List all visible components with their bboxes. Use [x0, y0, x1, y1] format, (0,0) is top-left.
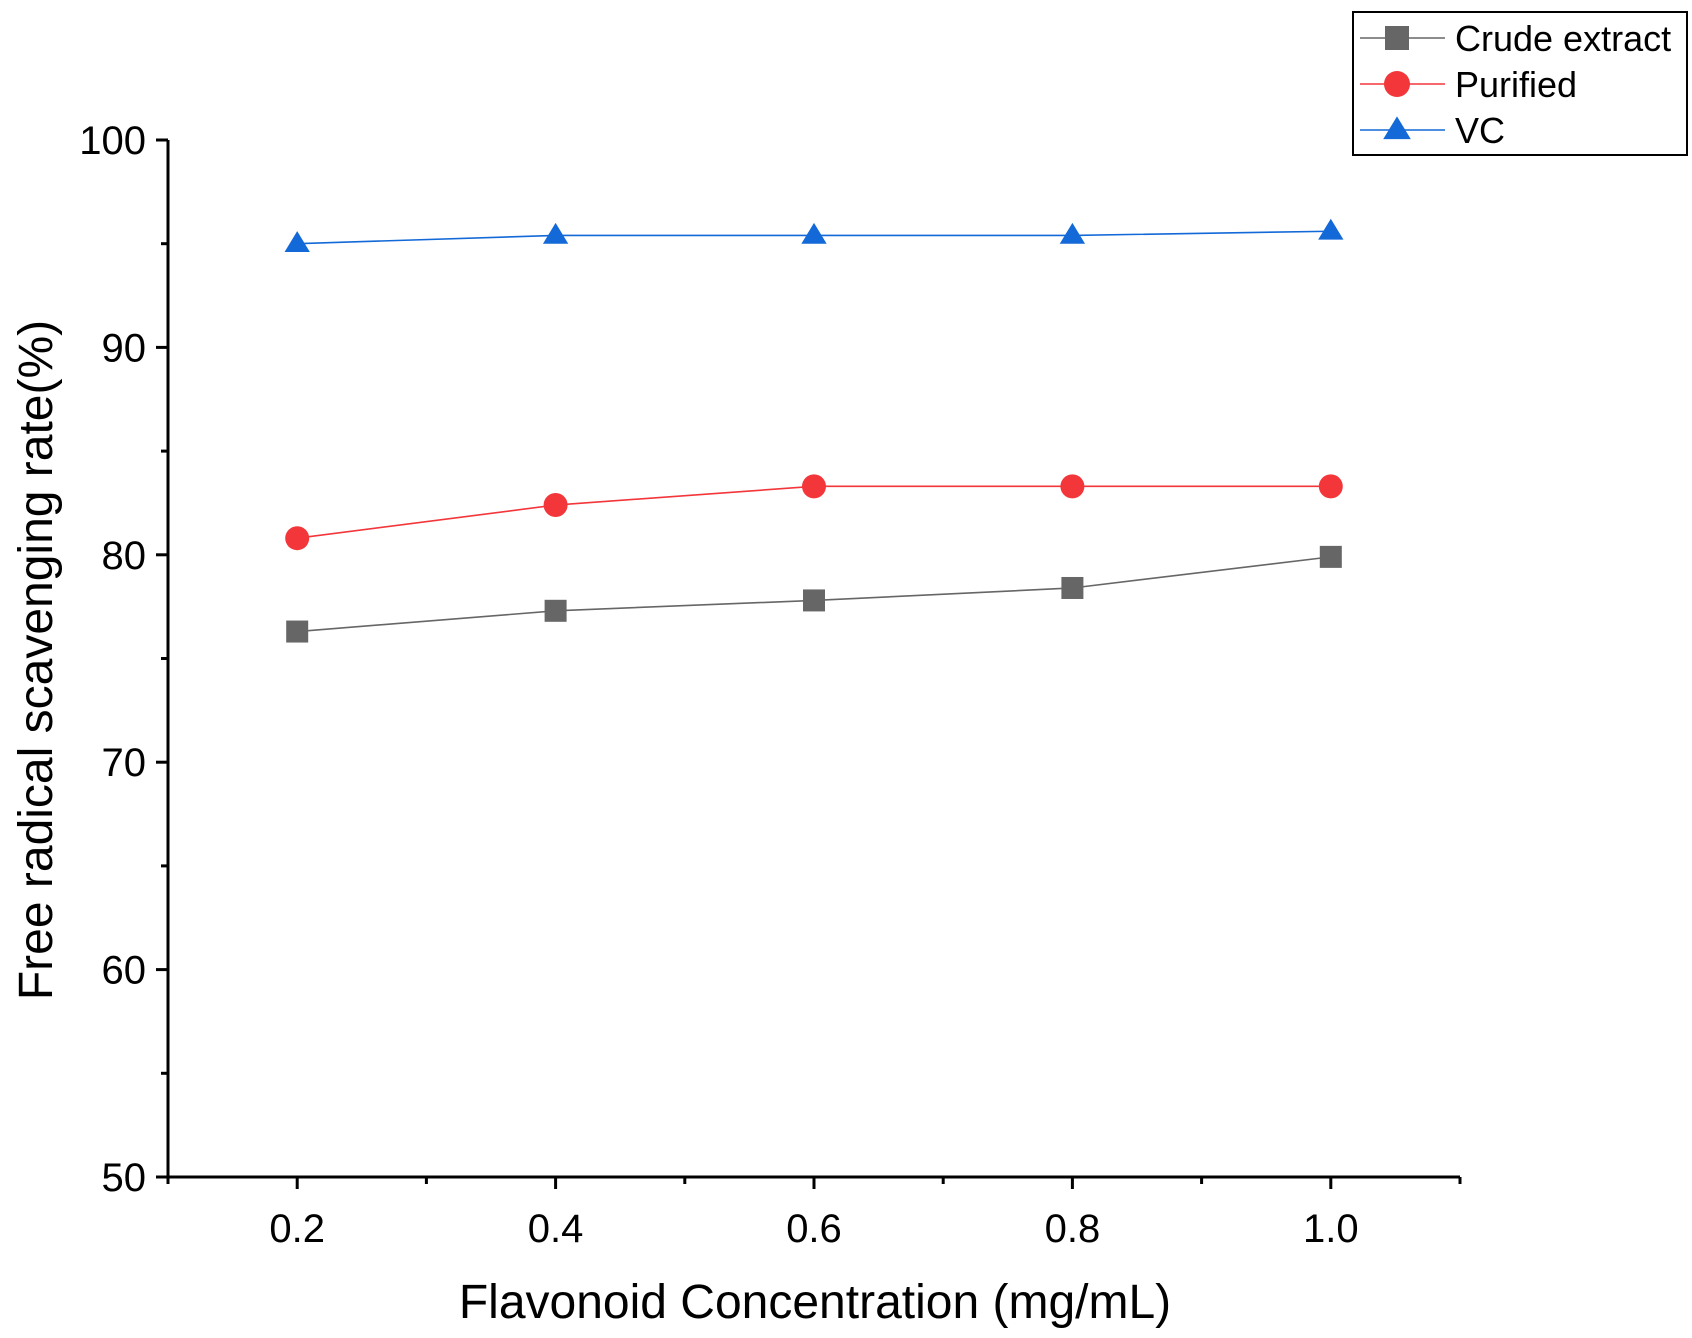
- circle-marker: [1318, 474, 1343, 499]
- series-crude-extract: [286, 545, 1342, 643]
- legend-label: VC: [1455, 110, 1505, 151]
- triangle-marker: [1059, 222, 1086, 244]
- series-layer: [284, 218, 1344, 643]
- square-marker: [1319, 545, 1342, 568]
- y-tick-label: 80: [102, 534, 147, 578]
- x-tick-label: 0.4: [528, 1207, 584, 1251]
- triangle-marker: [801, 222, 827, 244]
- circle-marker: [1384, 71, 1410, 97]
- triangle-marker: [284, 231, 310, 253]
- circle-marker: [802, 474, 826, 499]
- legend-item: VC: [1360, 110, 1505, 151]
- square-marker: [1061, 576, 1084, 599]
- y-tick-label: 70: [102, 741, 147, 785]
- x-tick-label: 0.2: [269, 1207, 325, 1251]
- x-tick-label: 0.8: [1045, 1207, 1101, 1251]
- y-tick-label: 60: [102, 949, 147, 993]
- legend-label: Purified: [1455, 64, 1577, 105]
- y-tick-label: 50: [102, 1156, 147, 1200]
- square-marker: [286, 620, 309, 643]
- x-tick-label: 0.6: [786, 1207, 842, 1251]
- y-tick-label: 90: [102, 326, 147, 370]
- series-purified: [285, 474, 1343, 551]
- square-marker: [803, 589, 825, 612]
- plot-area: 50 60 70 80 90 100 0.2 0.4 0.6 0.8 1.0: [79, 119, 1462, 1251]
- axes: 50 60 70 80 90 100 0.2 0.4 0.6 0.8 1.0: [79, 119, 1462, 1251]
- y-axis-title: Free radical scavenging rate(%): [10, 320, 63, 1000]
- y-tick-label: 100: [79, 119, 146, 163]
- legend-item: Purified: [1360, 64, 1577, 105]
- x-axis-title: Flavonoid Concentration (mg/mL): [459, 1276, 1171, 1329]
- legend: Crude extract Purified VC: [1352, 11, 1688, 156]
- circle-marker: [1060, 474, 1085, 499]
- legend-item: Crude extract: [1360, 18, 1671, 59]
- legend-label: Crude extract: [1455, 18, 1671, 59]
- circle-marker: [285, 526, 310, 551]
- circle-marker: [543, 493, 568, 518]
- triangle-marker: [542, 222, 569, 244]
- triangle-marker: [1318, 218, 1344, 240]
- x-tick-label: 1.0: [1303, 1207, 1359, 1251]
- series-vc: [284, 218, 1344, 253]
- square-marker: [544, 599, 567, 622]
- square-marker: [1385, 26, 1409, 50]
- triangle-marker: [1383, 116, 1411, 140]
